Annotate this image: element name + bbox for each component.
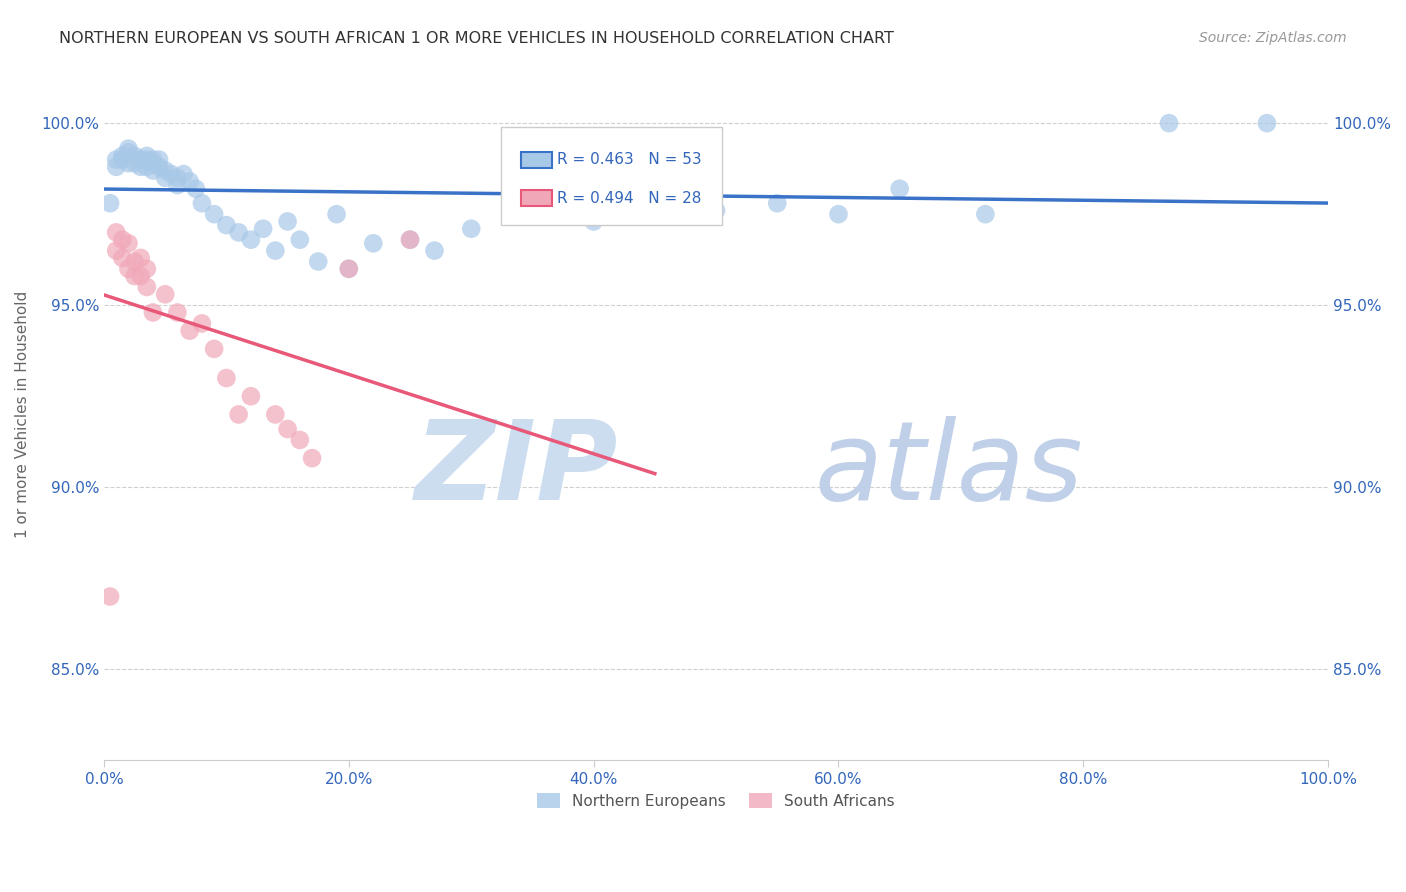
Point xyxy=(148,160,170,174)
Point xyxy=(173,167,195,181)
Point xyxy=(166,178,188,192)
Point xyxy=(460,221,482,235)
Point xyxy=(288,433,311,447)
Legend: Northern Europeans, South Africans: Northern Europeans, South Africans xyxy=(531,788,901,815)
Point xyxy=(399,233,422,247)
Point xyxy=(129,269,152,284)
Point xyxy=(766,196,789,211)
Point xyxy=(423,244,446,258)
Point xyxy=(117,236,139,251)
Point xyxy=(361,236,384,251)
Point xyxy=(153,287,176,301)
Point xyxy=(105,226,128,240)
Point xyxy=(160,167,183,181)
Point xyxy=(98,590,121,604)
Point xyxy=(1256,116,1278,130)
Point xyxy=(252,221,274,235)
Point xyxy=(117,261,139,276)
Point xyxy=(135,153,157,167)
Point xyxy=(202,207,225,221)
Point xyxy=(142,163,165,178)
Point xyxy=(301,451,323,466)
Point xyxy=(325,207,347,221)
Point xyxy=(111,233,134,247)
Point xyxy=(522,196,544,211)
Point xyxy=(117,142,139,156)
Point xyxy=(153,163,176,178)
Point xyxy=(184,182,207,196)
Point xyxy=(129,160,152,174)
Point xyxy=(337,261,360,276)
Text: R = 0.494   N = 28: R = 0.494 N = 28 xyxy=(557,191,702,205)
Point xyxy=(827,207,849,221)
Point xyxy=(191,196,214,211)
Point xyxy=(582,214,605,228)
Point xyxy=(135,149,157,163)
Point xyxy=(105,244,128,258)
Point xyxy=(277,422,299,436)
Point xyxy=(704,203,727,218)
Point xyxy=(98,196,121,211)
Point xyxy=(215,218,238,232)
Point xyxy=(166,305,188,319)
Point xyxy=(124,156,146,170)
Point xyxy=(166,170,188,185)
Point xyxy=(974,207,997,221)
Point xyxy=(1157,116,1180,130)
Point xyxy=(202,342,225,356)
Point xyxy=(105,153,128,167)
Point xyxy=(239,389,262,403)
Point xyxy=(105,160,128,174)
Point xyxy=(264,244,287,258)
Point xyxy=(277,214,299,228)
Point xyxy=(111,149,134,163)
Point xyxy=(129,251,152,265)
Point xyxy=(111,251,134,265)
Point xyxy=(124,254,146,268)
Point xyxy=(148,153,170,167)
Point xyxy=(264,408,287,422)
Point xyxy=(135,160,157,174)
Point xyxy=(117,145,139,160)
Point xyxy=(129,153,152,167)
Point xyxy=(399,233,422,247)
Point xyxy=(179,174,201,188)
Point xyxy=(124,149,146,163)
Text: Source: ZipAtlas.com: Source: ZipAtlas.com xyxy=(1199,31,1347,45)
Text: ZIP: ZIP xyxy=(415,417,619,524)
Point xyxy=(889,182,911,196)
Point xyxy=(337,261,360,276)
Point xyxy=(153,170,176,185)
Point xyxy=(124,269,146,284)
Point xyxy=(228,408,250,422)
Point xyxy=(135,280,157,294)
Point xyxy=(288,233,311,247)
Point xyxy=(142,156,165,170)
Point xyxy=(191,317,214,331)
Point xyxy=(135,261,157,276)
Point xyxy=(307,254,329,268)
Point xyxy=(228,226,250,240)
Point xyxy=(117,156,139,170)
Text: atlas: atlas xyxy=(814,417,1083,524)
Point xyxy=(239,233,262,247)
Point xyxy=(215,371,238,385)
Point xyxy=(142,153,165,167)
Text: NORTHERN EUROPEAN VS SOUTH AFRICAN 1 OR MORE VEHICLES IN HOUSEHOLD CORRELATION C: NORTHERN EUROPEAN VS SOUTH AFRICAN 1 OR … xyxy=(59,31,894,46)
Point xyxy=(142,305,165,319)
Point xyxy=(111,153,134,167)
Y-axis label: 1 or more Vehicles in Household: 1 or more Vehicles in Household xyxy=(15,291,30,538)
Point xyxy=(179,324,201,338)
Text: R = 0.463   N = 53: R = 0.463 N = 53 xyxy=(557,153,702,167)
